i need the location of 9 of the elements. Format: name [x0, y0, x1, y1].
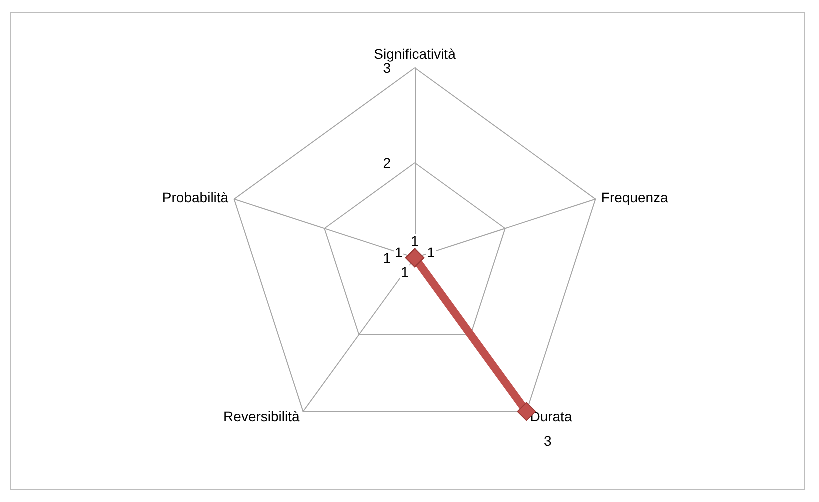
spoke-label: Probabilità	[162, 189, 229, 206]
y-tick-label: 2	[383, 155, 392, 171]
spoke-label: Significatività	[374, 46, 456, 62]
data-label: 1	[401, 264, 410, 280]
data-label: 1	[427, 244, 436, 261]
spoke-label: Reversibilità	[224, 408, 300, 425]
data-label: 1	[394, 244, 403, 261]
data-label: 3	[544, 432, 552, 449]
spoke-label: Frequenza	[601, 189, 669, 206]
